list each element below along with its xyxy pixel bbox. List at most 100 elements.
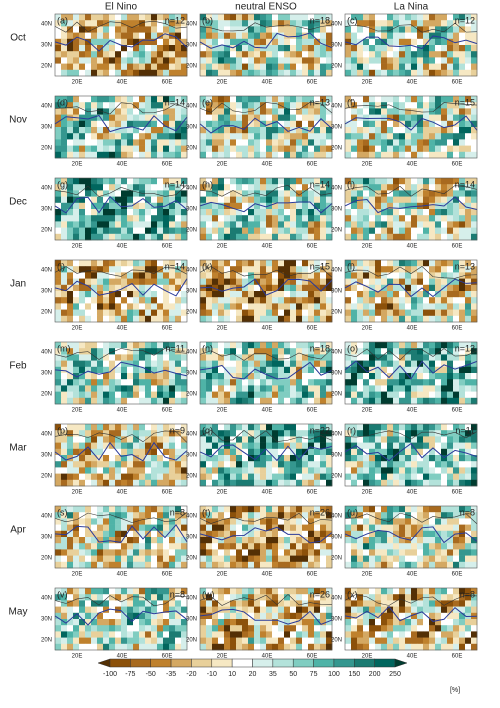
- map-cell: [351, 14, 358, 21]
- map-cell: [417, 530, 424, 538]
- map-cell: [357, 69, 364, 77]
- map-cell: [127, 57, 134, 64]
- map-cell: [115, 26, 122, 33]
- map-cell: [67, 184, 74, 191]
- map-cell: [363, 26, 370, 33]
- map-cell: [133, 303, 140, 310]
- map-cell: [121, 379, 128, 386]
- map-cell: [79, 473, 86, 481]
- map-cell: [266, 151, 273, 159]
- map-cell: [103, 366, 110, 374]
- map-cell: [169, 518, 176, 525]
- map-cell: [127, 606, 134, 614]
- map-cell: [218, 133, 225, 140]
- map-cell: [471, 209, 478, 216]
- map-cell: [236, 26, 243, 33]
- map-cell: [61, 184, 68, 191]
- map-cell: [91, 524, 98, 532]
- map-cell: [230, 461, 237, 468]
- map-cell: [453, 473, 460, 481]
- map-cell: [405, 555, 412, 563]
- map-cell: [393, 196, 400, 204]
- map-cell: [200, 373, 207, 380]
- map-cell: [151, 297, 158, 304]
- map-cell: [212, 506, 219, 513]
- map-cell: [151, 612, 158, 620]
- map-cell: [55, 272, 62, 279]
- map-cell: [218, 397, 225, 405]
- map-cell: [435, 102, 442, 109]
- border: [344, 22, 478, 33]
- map-cell: [67, 196, 74, 204]
- map-cell: [272, 424, 279, 431]
- map-cell: [73, 366, 80, 374]
- map-cell: [314, 373, 321, 380]
- map-cell: [181, 309, 188, 317]
- map-cell: [290, 202, 297, 210]
- map-cell: [266, 518, 273, 525]
- map-cell: [423, 120, 430, 128]
- map-cell: [200, 139, 207, 146]
- map-cell: [121, 588, 128, 595]
- map-cell: [471, 524, 478, 532]
- map-cell: [459, 272, 466, 279]
- map-cell: [296, 63, 303, 71]
- map-cell: [169, 221, 176, 228]
- map-cell: [363, 561, 370, 569]
- map-cell: [260, 354, 267, 361]
- map-cell: [163, 284, 170, 292]
- lon-tick-label: 40E: [117, 244, 128, 250]
- map-cell: [320, 303, 327, 310]
- map-cell: [435, 178, 442, 185]
- map-cell: [200, 461, 207, 468]
- map-cell: [302, 196, 309, 204]
- map-cell: [181, 479, 188, 487]
- map-cell: [447, 315, 454, 323]
- map-cell: [417, 397, 424, 405]
- map-cell: [296, 178, 303, 185]
- map-cell: [357, 227, 364, 235]
- map-cell: [266, 561, 273, 569]
- map-cell: [61, 202, 68, 210]
- map-cell: [423, 303, 430, 310]
- map-cell: [224, 227, 231, 235]
- map-cell: [399, 260, 406, 267]
- map-cell: [459, 120, 466, 128]
- map-cell: [351, 45, 358, 52]
- map-cell: [133, 291, 140, 298]
- map-cell: [423, 151, 430, 159]
- map-cell: [151, 227, 158, 235]
- map-cell: [79, 524, 86, 532]
- map-cell: [206, 38, 213, 46]
- map-cell: [459, 102, 466, 109]
- map-cell: [169, 461, 176, 468]
- map-cell: [157, 448, 164, 456]
- map-cell: [109, 102, 116, 109]
- map-cell: [441, 96, 448, 103]
- map-cell: [230, 397, 237, 405]
- map-cell: [181, 385, 188, 392]
- map-cell: [405, 537, 412, 544]
- map-cell: [296, 272, 303, 279]
- map-cell: [423, 38, 430, 46]
- map-cell: [447, 20, 454, 27]
- map-cell: [224, 424, 231, 431]
- map-cell: [85, 555, 92, 563]
- map-cell: [242, 309, 249, 317]
- map-cell: [157, 20, 164, 27]
- map-cell: [411, 461, 418, 468]
- map-cell: [163, 385, 170, 392]
- map-cell: [254, 360, 261, 368]
- map-cell: [308, 260, 315, 267]
- map-cell: [290, 555, 297, 563]
- map-cell: [133, 473, 140, 481]
- map-cell: [296, 145, 303, 153]
- map-cell: [278, 366, 285, 374]
- map-cell: [465, 461, 472, 468]
- map-cell: [326, 448, 333, 456]
- map-cell: [266, 215, 273, 222]
- map-cell: [55, 543, 62, 550]
- map-cell: [181, 69, 188, 77]
- map-cell: [387, 473, 394, 481]
- map-cell: [345, 120, 352, 128]
